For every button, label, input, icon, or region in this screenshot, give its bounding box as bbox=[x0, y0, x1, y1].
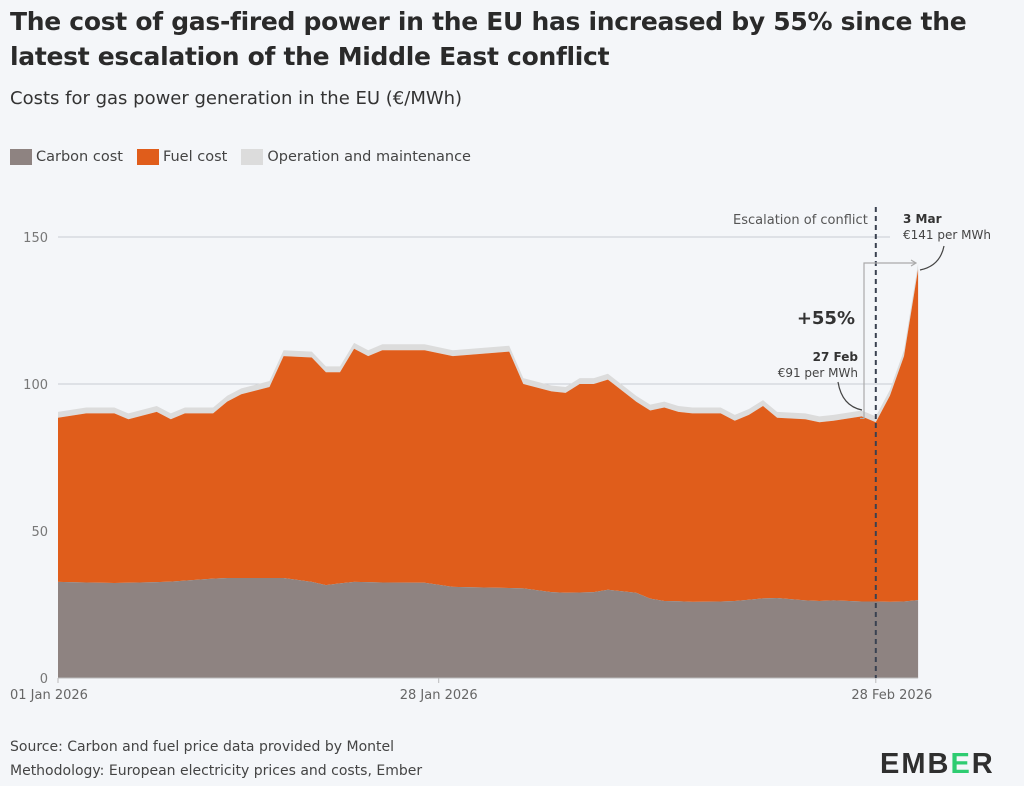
ember-logo: EMBER bbox=[880, 748, 995, 780]
y-tick-label: 50 bbox=[31, 525, 48, 540]
footer: Source: Carbon and fuel price data provi… bbox=[10, 735, 422, 783]
event-label: Escalation of conflict bbox=[733, 213, 868, 228]
start-value-label: €91 per MWh bbox=[778, 366, 858, 380]
methodology-note: Methodology: European electricity prices… bbox=[10, 763, 423, 779]
start-date-label: 27 Feb bbox=[813, 350, 859, 364]
chart-title: The cost of gas-fired power in the EU ha… bbox=[10, 7, 967, 71]
legend-swatch-fuel bbox=[136, 149, 159, 165]
legend-item-carbon: Carbon cost bbox=[10, 149, 123, 165]
legend: Carbon cost Fuel cost Operation and main… bbox=[10, 149, 471, 165]
start-label-leader bbox=[837, 381, 863, 411]
change-bracket bbox=[860, 262, 915, 420]
chart-subtitle: Costs for gas power generation in the EU… bbox=[10, 88, 463, 109]
legend-label: Operation and maintenance bbox=[267, 149, 471, 165]
legend-item-fuel: Fuel cost bbox=[136, 149, 228, 165]
arrowhead-icon bbox=[910, 259, 918, 267]
source-note: Source: Carbon and fuel price data provi… bbox=[10, 739, 395, 755]
legend-label: Fuel cost bbox=[162, 149, 228, 165]
change-label: +55% bbox=[797, 308, 855, 329]
legend-swatch-carbon bbox=[10, 149, 32, 165]
y-tick-label: 150 bbox=[23, 231, 48, 246]
legend-swatch-om bbox=[241, 149, 264, 165]
x-tick-label: 28 Feb 2026 bbox=[851, 688, 932, 703]
x-tick-label: 01 Jan 2026 bbox=[10, 688, 88, 703]
legend-item-om: Operation and maintenance bbox=[241, 149, 471, 165]
end-date-label: 3 Mar bbox=[903, 212, 942, 226]
end-label-leader bbox=[919, 245, 945, 271]
area-carbon-cost bbox=[58, 578, 919, 678]
y-tick-label: 0 bbox=[40, 672, 48, 687]
end-value-label: €141 per MWh bbox=[903, 228, 991, 242]
x-tick-label: 28 Jan 2026 bbox=[400, 688, 478, 703]
legend-label: Carbon cost bbox=[36, 149, 123, 165]
y-tick-label: 100 bbox=[23, 378, 48, 393]
area-fuel-cost bbox=[58, 269, 919, 602]
